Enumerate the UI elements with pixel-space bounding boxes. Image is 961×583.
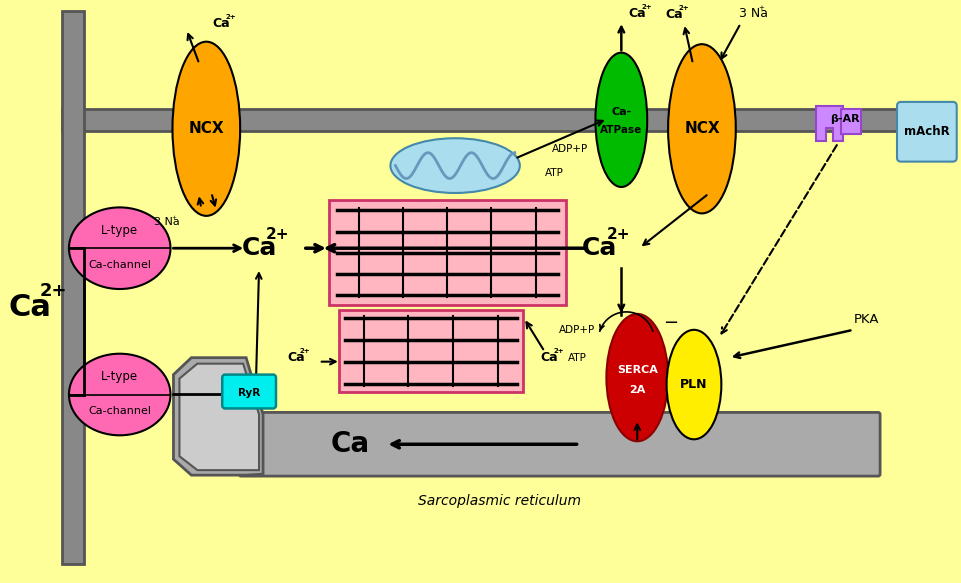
Text: Sarcoplasmic reticulum: Sarcoplasmic reticulum (418, 494, 581, 508)
Text: 2+: 2+ (606, 227, 630, 243)
Text: Ca: Ca (241, 236, 277, 260)
Ellipse shape (667, 330, 722, 440)
Text: SERCA: SERCA (617, 364, 657, 375)
Text: 3 Na: 3 Na (739, 7, 768, 20)
Text: ATP: ATP (568, 353, 587, 363)
FancyBboxPatch shape (62, 11, 84, 564)
Ellipse shape (668, 44, 736, 213)
Text: Ca-channel: Ca-channel (88, 406, 151, 416)
Text: Ca: Ca (541, 351, 558, 364)
Ellipse shape (390, 138, 520, 193)
Text: +: + (758, 5, 765, 10)
FancyBboxPatch shape (222, 375, 276, 409)
FancyBboxPatch shape (897, 102, 957, 161)
Text: 2+: 2+ (300, 348, 310, 354)
Text: 2A: 2A (629, 385, 646, 395)
Text: PKA: PKA (853, 314, 879, 326)
Text: β-AR: β-AR (830, 114, 860, 124)
Text: ATP: ATP (545, 167, 564, 178)
Ellipse shape (69, 354, 170, 436)
Text: −: − (663, 314, 678, 332)
Text: 2+: 2+ (39, 283, 67, 300)
Text: Ca-channel: Ca-channel (88, 260, 151, 270)
FancyBboxPatch shape (329, 201, 566, 305)
Text: RyR: RyR (238, 388, 260, 398)
Ellipse shape (172, 42, 240, 216)
Text: Ca: Ca (9, 293, 52, 322)
Ellipse shape (596, 52, 647, 187)
Text: L-type: L-type (101, 224, 138, 237)
Text: 2+: 2+ (641, 3, 652, 9)
Text: 2+: 2+ (225, 13, 236, 20)
Text: +: + (171, 215, 176, 220)
Text: 2+: 2+ (554, 348, 564, 354)
Text: PLN: PLN (680, 378, 707, 391)
Text: 2+: 2+ (678, 5, 689, 10)
Text: ADP+P: ADP+P (552, 143, 588, 154)
FancyBboxPatch shape (239, 412, 880, 476)
Text: 3 Na: 3 Na (154, 217, 180, 227)
Text: ADP+P: ADP+P (559, 325, 596, 335)
Polygon shape (817, 106, 843, 141)
Text: Ca: Ca (287, 351, 305, 364)
FancyBboxPatch shape (841, 109, 861, 134)
FancyBboxPatch shape (338, 310, 523, 392)
Text: L-type: L-type (101, 370, 138, 383)
Text: NCX: NCX (188, 121, 224, 136)
Text: Ca: Ca (665, 8, 683, 21)
Text: Ca: Ca (628, 7, 646, 20)
Text: Ca: Ca (581, 236, 617, 260)
Ellipse shape (606, 314, 668, 441)
Text: 2+: 2+ (266, 227, 289, 243)
Text: Ca-: Ca- (611, 107, 631, 117)
Text: mAchR: mAchR (904, 125, 949, 138)
Ellipse shape (69, 208, 170, 289)
Text: NCX: NCX (684, 121, 720, 136)
Text: ATPase: ATPase (601, 125, 643, 135)
FancyBboxPatch shape (62, 109, 952, 131)
Polygon shape (174, 358, 263, 475)
Text: Ca: Ca (331, 430, 370, 458)
Text: Ca: Ca (212, 17, 230, 30)
Polygon shape (180, 364, 259, 470)
